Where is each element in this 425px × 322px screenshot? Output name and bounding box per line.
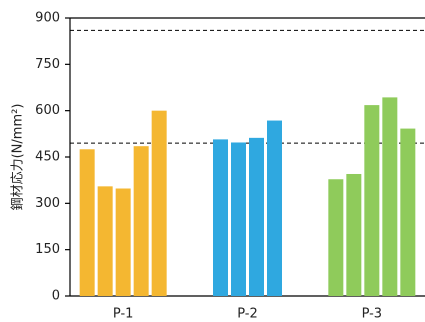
- bar: [133, 146, 149, 296]
- bar: [267, 120, 282, 296]
- bar: [115, 188, 131, 296]
- y-tick-label: 150: [35, 242, 60, 257]
- bar: [328, 179, 344, 296]
- y-axis-title: 鋼材応力(N/mm²): [11, 104, 26, 211]
- bar: [231, 142, 246, 296]
- bar: [400, 128, 416, 296]
- y-tick-label: 900: [35, 11, 60, 26]
- bar: [382, 97, 398, 296]
- y-tick-label: 450: [35, 150, 60, 165]
- bar: [97, 186, 113, 296]
- x-tick-label: P-1: [113, 307, 134, 322]
- bar: [213, 139, 228, 296]
- y-tick-label: 600: [35, 103, 60, 118]
- bar: [249, 137, 264, 296]
- y-tick-label: 750: [35, 57, 60, 72]
- bar: [364, 105, 380, 297]
- y-tick-label: 300: [35, 196, 60, 211]
- bar: [346, 173, 362, 296]
- y-tick-label: 0: [52, 289, 60, 304]
- x-tick-label: P-2: [237, 307, 258, 322]
- bar: [79, 149, 95, 296]
- bar: [151, 110, 167, 297]
- x-tick-label: P-3: [362, 307, 383, 322]
